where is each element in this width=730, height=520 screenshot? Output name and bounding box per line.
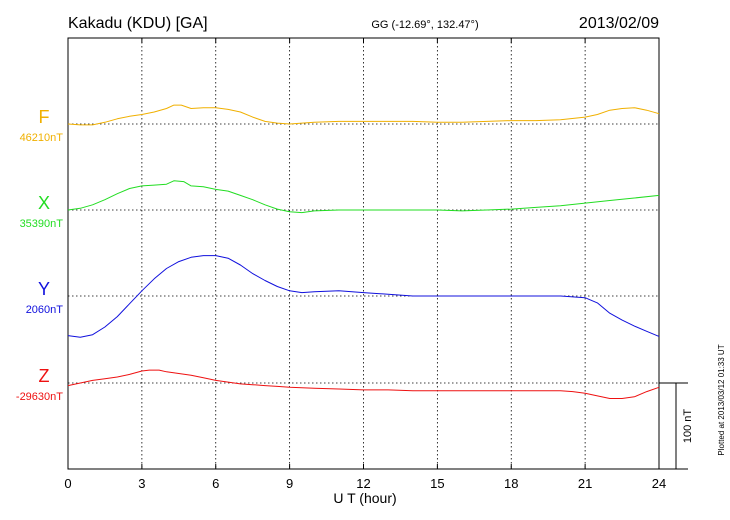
x-tick-label-0: 0 <box>64 476 71 491</box>
x-tick-label-6: 6 <box>212 476 219 491</box>
series-line-x <box>67 180 660 214</box>
series-labels: F 46210nT X 35390nT Y 2060nT Z -29630nT <box>16 107 63 403</box>
x-tick-label-9: 9 <box>286 476 293 491</box>
x-tick-label-24: 24 <box>652 476 666 491</box>
series-name-f: F <box>39 107 50 127</box>
series-line-z <box>67 369 660 399</box>
series-baseline-y: 2060nT <box>26 304 64 316</box>
chart-title-station: Kakadu (KDU) [GA] <box>68 15 208 32</box>
scale-bar: 100 nT <box>659 382 694 470</box>
series-name-y: Y <box>38 279 50 299</box>
series-line-y <box>67 255 660 338</box>
x-tick-label-12: 12 <box>356 476 370 491</box>
x-tick-label-3: 3 <box>138 476 145 491</box>
scale-bar-label: 100 nT <box>682 409 694 444</box>
series-name-x: X <box>38 193 50 213</box>
series-baseline-z: -29630nT <box>16 391 63 403</box>
plotted-timestamp: Plotted at 2013/03/12 01:33 UT <box>717 344 726 455</box>
x-axis-ticks: 0 3 6 9 12 15 18 21 24 <box>64 38 666 491</box>
series-line-f <box>67 104 660 126</box>
grid-lines <box>68 38 659 469</box>
series-baseline-f: 46210nT <box>20 132 64 144</box>
chart-title-coordinates: GG (-12.69°, 132.47°) <box>371 19 478 31</box>
series-name-z: Z <box>39 366 50 386</box>
x-tick-label-21: 21 <box>578 476 592 491</box>
series-baseline-x: 35390nT <box>20 218 64 230</box>
x-tick-label-15: 15 <box>430 476 444 491</box>
chart-title-date: 2013/02/09 <box>579 15 659 32</box>
x-tick-label-18: 18 <box>504 476 518 491</box>
x-axis-label: U T (hour) <box>333 490 396 506</box>
series-lines <box>67 104 660 399</box>
